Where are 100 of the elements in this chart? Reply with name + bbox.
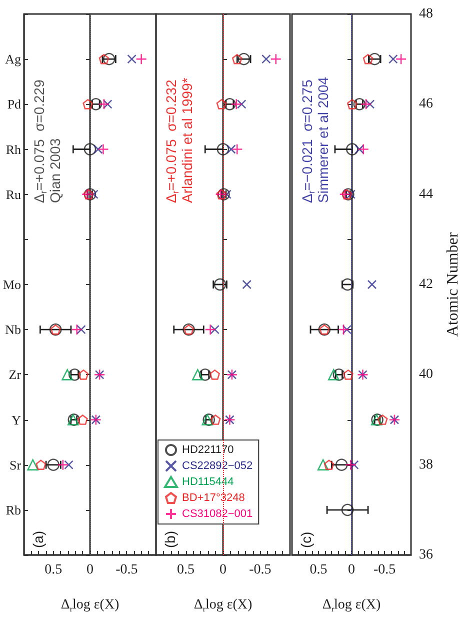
category-label: Ru [6, 186, 22, 202]
point [98, 98, 110, 110]
category-label: Sr [9, 457, 22, 472]
annotation: Qian 2003 [47, 138, 63, 203]
point [84, 188, 96, 200]
annotation: (c) [298, 532, 314, 548]
point [230, 98, 242, 110]
legend-label: CS22892−052 [182, 460, 253, 472]
category-label: Pd [7, 96, 22, 112]
point [210, 370, 220, 380]
point [78, 414, 88, 425]
category-label: Zr [8, 367, 22, 382]
point [210, 414, 221, 425]
point [216, 143, 230, 156]
point [353, 98, 366, 110]
point [270, 53, 282, 65]
point [346, 190, 356, 199]
point [345, 459, 356, 470]
annotation: (a) [30, 530, 46, 548]
x-tick-label: 0.5 [177, 562, 195, 578]
annotation: Δr=+0.075 σ=0.232 [163, 79, 180, 203]
point [204, 324, 216, 336]
point [136, 53, 147, 65]
point [98, 54, 110, 64]
category-label: Ag [5, 52, 22, 67]
point [342, 324, 352, 334]
point [317, 459, 329, 470]
y-tick-label: 44 [419, 186, 433, 202]
y-tick-label: 48 [419, 6, 433, 22]
y-tick-label: 38 [419, 457, 433, 472]
point [36, 460, 46, 470]
point [338, 324, 350, 336]
point [328, 369, 340, 380]
point [335, 458, 348, 471]
y-tick-label: 36 [419, 548, 433, 562]
x-tick-label: 0 [86, 562, 94, 578]
point [76, 324, 86, 334]
point [324, 460, 334, 470]
point [395, 53, 407, 65]
point [84, 143, 96, 156]
y-axis-title: Atomic Number [444, 232, 462, 337]
x-tick-label: -0.5 [373, 562, 396, 578]
point [57, 459, 69, 470]
point [62, 369, 73, 380]
point [362, 54, 374, 64]
point [346, 143, 358, 156]
category-label: Rb [6, 502, 22, 518]
legend-label: CS31082−001 [182, 508, 253, 520]
point [210, 324, 220, 334]
category-label: Rh [6, 142, 22, 157]
point [360, 98, 372, 110]
point [216, 99, 227, 110]
point [102, 100, 112, 109]
point [332, 368, 346, 381]
annotation: Δr=−0.021 σ=0.275 [299, 79, 316, 203]
annotation: Simmerer et al 2004 [315, 76, 331, 203]
x-tick-label: 0.5 [310, 562, 328, 578]
point [78, 370, 89, 380]
point [222, 190, 232, 199]
point [192, 369, 204, 380]
point [341, 504, 354, 516]
point [367, 280, 377, 290]
point [82, 99, 93, 110]
point [232, 54, 242, 64]
point [349, 460, 359, 470]
point [365, 100, 375, 109]
point [347, 99, 358, 110]
point [343, 370, 354, 380]
x-tick-label: -0.5 [249, 562, 272, 578]
point [226, 144, 236, 154]
point [98, 144, 109, 155]
y-tick-label: 40 [419, 367, 433, 382]
annotation: (b) [162, 530, 178, 548]
point [236, 100, 246, 109]
y-tick-label: 42 [419, 277, 433, 292]
point [71, 324, 82, 336]
annotation: Arlandini et al 1999* [179, 77, 195, 203]
legend-label: BD+17°3248 [182, 492, 245, 504]
point [27, 459, 39, 470]
point [339, 188, 351, 200]
x-tick-label: 0 [220, 562, 226, 578]
y-tick-label: 46 [419, 96, 433, 112]
point [231, 144, 243, 155]
point [377, 414, 388, 425]
legend-label: HD221170 [182, 444, 234, 456]
point [93, 144, 103, 154]
point [64, 460, 74, 470]
point [262, 54, 271, 64]
category-label: Nb [5, 322, 22, 338]
category-label: Y [12, 412, 22, 428]
x-tick-label: -0.5 [116, 562, 138, 578]
point [242, 280, 252, 290]
point [127, 54, 136, 64]
x-tick-label: 0 [348, 562, 355, 578]
point [218, 188, 230, 200]
point [388, 54, 398, 64]
x-tick-label: 0.5 [44, 562, 62, 578]
category-label: Mo [2, 277, 22, 292]
legend-label: HD115444 [182, 476, 234, 488]
annotation: Δr=+0.075 σ=0.229 [31, 79, 48, 203]
